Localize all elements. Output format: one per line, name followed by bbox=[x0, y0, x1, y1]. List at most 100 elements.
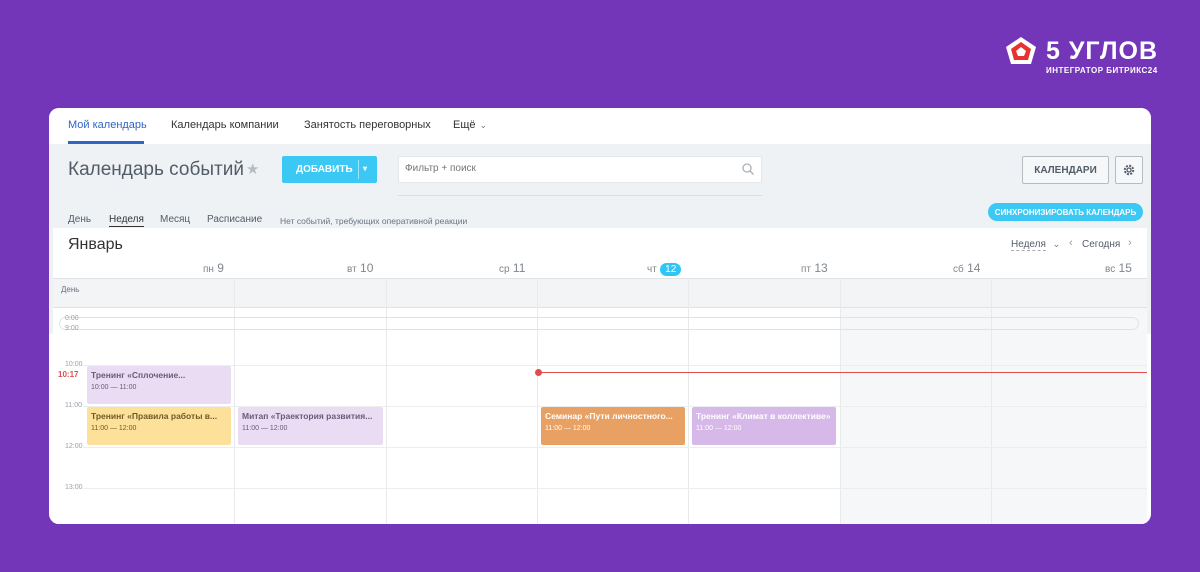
day-column-divider bbox=[234, 278, 235, 524]
day-number: 9 bbox=[217, 261, 224, 275]
gear-icon bbox=[1123, 164, 1135, 176]
time-grid[interactable]: День 0:00 9:00 10:00 11:00 12:00 13:00 1… bbox=[53, 278, 1147, 524]
day-name: пн bbox=[203, 264, 214, 275]
day-number: 15 bbox=[1118, 261, 1132, 275]
view-selector-label: Неделя bbox=[1011, 239, 1046, 251]
star-icon[interactable]: ★ bbox=[246, 161, 260, 178]
day-header-mon[interactable]: пн 9 bbox=[203, 261, 224, 275]
day-header-tue[interactable]: вт 10 bbox=[347, 261, 373, 275]
tab-more[interactable]: Ещё ⌄ bbox=[453, 119, 487, 131]
brand-subtitle: ИНТЕГРАТОР БИТРИКС24 bbox=[1046, 66, 1158, 75]
search-underline bbox=[398, 195, 762, 196]
active-tab-indicator bbox=[68, 141, 144, 144]
all-day-label: День bbox=[61, 285, 80, 294]
event-title: Тренинг «Сплочение... bbox=[91, 370, 186, 380]
day-name: вт bbox=[347, 264, 357, 275]
day-name: пт bbox=[801, 264, 811, 275]
day-number: 11 bbox=[512, 261, 526, 275]
event-title: Митап «Траектория развития... bbox=[242, 411, 373, 421]
event-time: 11:00 — 12:00 bbox=[242, 425, 288, 432]
weekend-background bbox=[840, 308, 1147, 524]
event-card[interactable]: Тренинг «Климат в коллективе» 11:00 — 12… bbox=[692, 407, 836, 445]
chevron-down-icon: ⌄ bbox=[1052, 239, 1061, 249]
event-time: 11:00 — 12:00 bbox=[545, 425, 591, 432]
event-time: 11:00 — 12:00 bbox=[91, 425, 137, 432]
tab-my-calendar[interactable]: Мой календарь bbox=[68, 119, 147, 131]
tab-more-label: Ещё bbox=[453, 119, 476, 131]
day-name: ср bbox=[499, 264, 510, 275]
event-title: Тренинг «Правила работы в... bbox=[91, 411, 218, 421]
view-month[interactable]: Месяц bbox=[160, 214, 191, 225]
hour-line bbox=[83, 447, 1147, 448]
hour-label: 13:00 bbox=[65, 484, 83, 491]
pentagon-logo-icon bbox=[1006, 37, 1036, 64]
today-button[interactable]: Сегодня bbox=[1082, 239, 1121, 250]
page-title: Календарь событий bbox=[68, 159, 244, 180]
day-number: 13 bbox=[814, 261, 828, 275]
hour-label: 11:00 bbox=[65, 402, 82, 409]
day-column-divider bbox=[840, 278, 841, 524]
brand-title: 5 УГЛОВ bbox=[1046, 37, 1158, 65]
week-calendar: Январь Неделя ⌄ ‹ Сегодня › пн 9 вт 10 с… bbox=[53, 228, 1147, 524]
event-card[interactable]: Тренинг «Правила работы в... 11:00 — 12:… bbox=[87, 407, 231, 445]
view-schedule[interactable]: Расписание bbox=[207, 214, 263, 225]
dropdown-arrow-icon[interactable]: ▾ bbox=[363, 164, 368, 173]
view-selector[interactable]: Неделя ⌄ bbox=[1011, 239, 1061, 251]
event-card[interactable]: Тренинг «Сплочение... 10:00 — 11:00 bbox=[87, 366, 231, 404]
calendars-button[interactable]: КАЛЕНДАРИ bbox=[1022, 156, 1109, 184]
month-title: Январь bbox=[68, 236, 123, 253]
event-time: 10:00 — 11:00 bbox=[91, 384, 137, 391]
sync-calendar-button[interactable]: СИНХРОНИЗИРОВАТЬ КАЛЕНДАРЬ bbox=[988, 203, 1143, 221]
no-events-notice[interactable]: Нет событий, требующих оперативной реакц… bbox=[280, 216, 468, 226]
chevron-left-icon[interactable]: ‹ bbox=[1069, 237, 1073, 249]
settings-button[interactable] bbox=[1115, 156, 1143, 184]
day-number: 10 bbox=[360, 261, 374, 275]
today-badge: 12 bbox=[660, 263, 682, 276]
search-input[interactable] bbox=[405, 163, 725, 174]
hour-label: 9:00 bbox=[65, 325, 79, 332]
day-column-divider bbox=[688, 278, 689, 524]
search-box[interactable] bbox=[398, 156, 762, 183]
all-day-row[interactable]: День bbox=[53, 278, 1147, 308]
current-time-dot bbox=[535, 369, 542, 376]
top-navigation: Мой календарь Календарь компании Занятос… bbox=[49, 108, 1151, 144]
brand-logo: 5 УГЛОВ ИНТЕГРАТОР БИТРИКС24 bbox=[1004, 36, 1164, 92]
event-title: Семинар «Пути личностного... bbox=[545, 411, 673, 421]
day-column-divider bbox=[991, 278, 992, 524]
day-column-divider bbox=[537, 278, 538, 524]
hour-label: 10:00 bbox=[65, 361, 83, 368]
event-card[interactable]: Митап «Траектория развития... 11:00 — 12… bbox=[238, 407, 383, 445]
hour-label: 0:00 bbox=[65, 315, 79, 322]
event-title: Тренинг «Климат в коллективе» bbox=[696, 411, 831, 421]
day-column-divider bbox=[386, 278, 387, 524]
event-time: 11:00 — 12:00 bbox=[696, 425, 742, 432]
tab-company-calendar[interactable]: Календарь компании bbox=[171, 119, 279, 131]
chevron-down-icon: ⌄ bbox=[479, 120, 488, 130]
day-header-sat[interactable]: сб 14 bbox=[953, 261, 980, 275]
hour-label: 12:00 bbox=[65, 443, 83, 450]
tab-room-booking[interactable]: Занятость переговорных bbox=[304, 119, 431, 131]
search-icon[interactable] bbox=[741, 162, 755, 176]
view-day[interactable]: День bbox=[68, 214, 92, 225]
day-header-fri[interactable]: пт 13 bbox=[801, 261, 828, 275]
collapsed-hours[interactable] bbox=[59, 317, 1139, 330]
day-header-wed[interactable]: ср 11 bbox=[499, 261, 525, 275]
hour-line bbox=[83, 365, 1147, 366]
view-week[interactable]: Неделя bbox=[109, 214, 144, 227]
day-name: чт bbox=[647, 264, 657, 275]
add-button[interactable]: ДОБАВИТЬ ▾ bbox=[282, 156, 377, 183]
current-time-label: 10:17 bbox=[58, 370, 79, 379]
day-header-thu[interactable]: чт 12 bbox=[647, 261, 682, 276]
calendar-window: Мой календарь Календарь компании Занятос… bbox=[49, 108, 1151, 524]
add-button-label: ДОБАВИТЬ bbox=[296, 164, 353, 175]
hour-line bbox=[83, 406, 1147, 407]
day-name: вс bbox=[1105, 264, 1116, 275]
chevron-right-icon[interactable]: › bbox=[1128, 237, 1132, 249]
current-time-line bbox=[539, 372, 1147, 373]
day-header-sun[interactable]: вс 15 bbox=[1105, 261, 1132, 275]
day-name: сб bbox=[953, 264, 964, 275]
add-button-divider bbox=[358, 160, 359, 179]
event-card[interactable]: Семинар «Пути личностного... 11:00 — 12:… bbox=[541, 407, 685, 445]
day-number: 14 bbox=[967, 261, 981, 275]
hour-line bbox=[83, 488, 1147, 489]
